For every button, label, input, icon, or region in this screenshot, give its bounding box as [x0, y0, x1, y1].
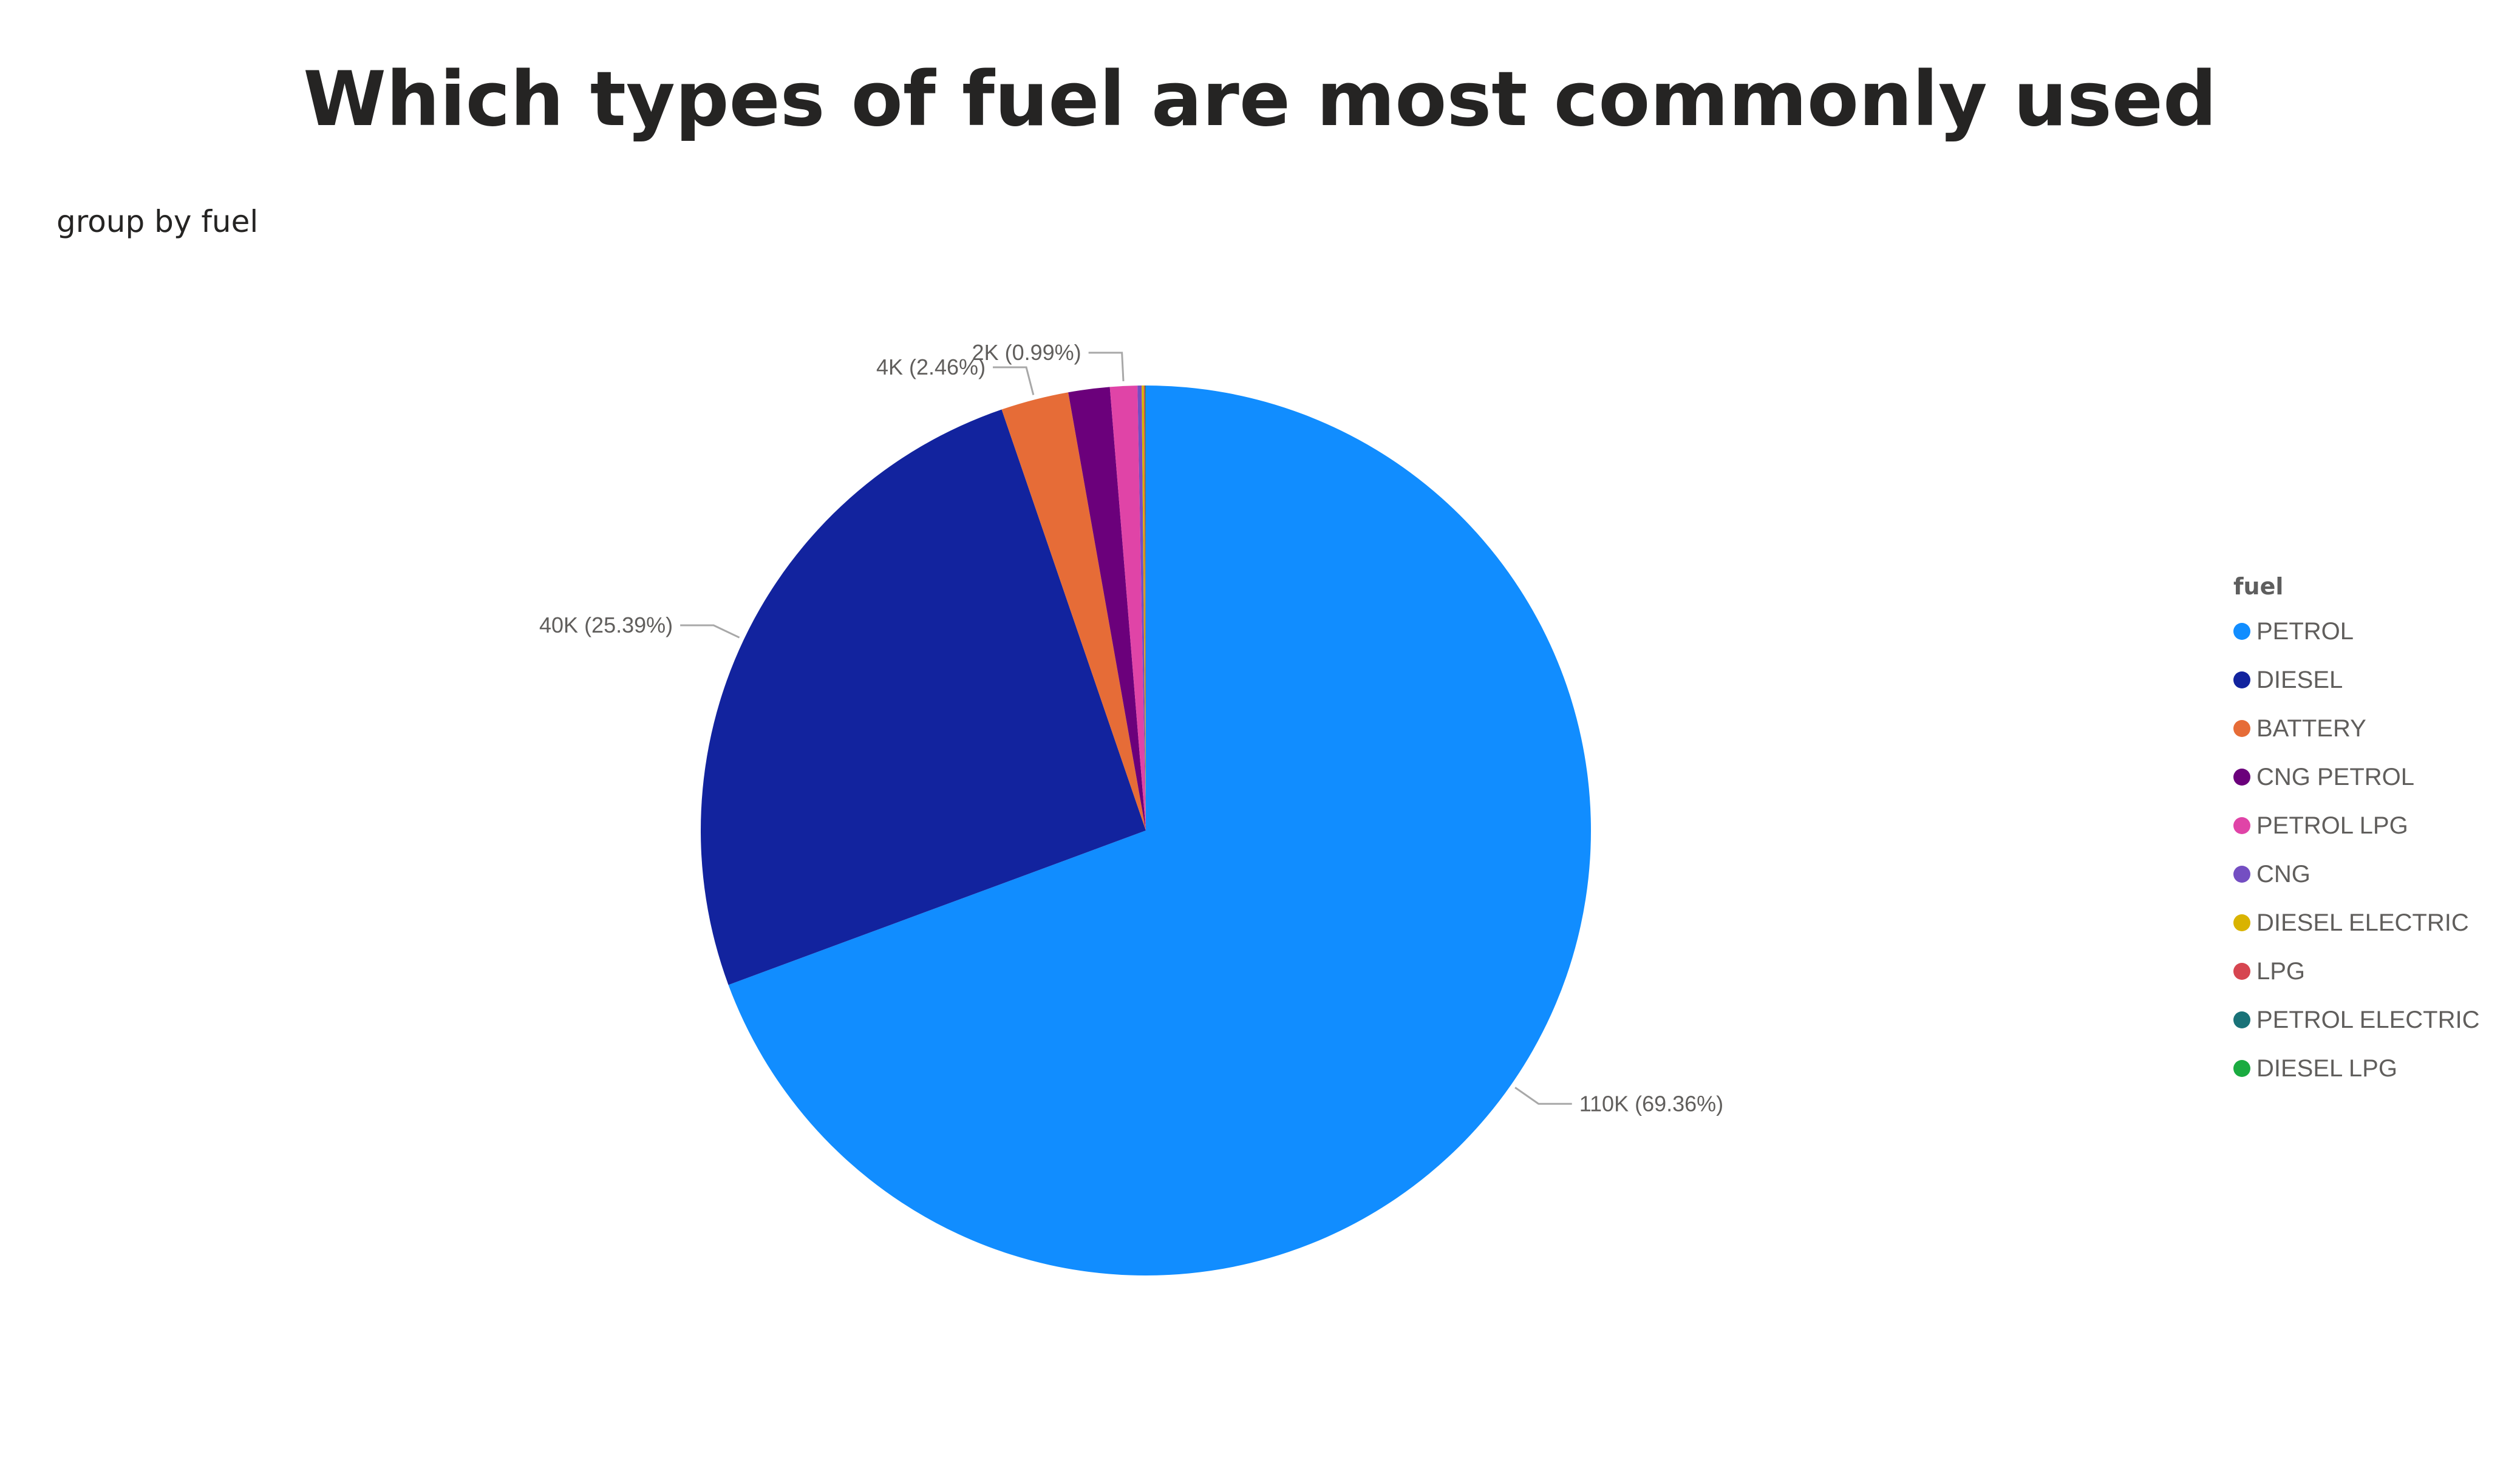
legend-dot-icon — [2233, 963, 2250, 980]
slice-petrol-electric[interactable] — [1145, 385, 1146, 830]
chart-title: Which types of fuel are most commonly us… — [303, 56, 2217, 143]
legend-label: BATTERY — [2256, 715, 2366, 742]
legend-dot-icon — [2233, 769, 2250, 786]
legend-dot-icon — [2233, 1011, 2250, 1028]
slice-battery[interactable] — [1001, 392, 1146, 830]
legend-item-lpg[interactable]: LPG — [2233, 947, 2479, 996]
legend-item-diesel-electric[interactable]: DIESEL ELECTRIC — [2233, 898, 2479, 947]
legend-dot-icon — [2233, 866, 2250, 883]
slice-diesel[interactable] — [701, 409, 1146, 985]
legend-dot-icon — [2233, 623, 2250, 640]
legend: fuel PETROL DIESEL BATTERY CNG PETROL PETROL… — [2233, 573, 2479, 1093]
legend-item-cng[interactable]: CNG — [2233, 850, 2479, 898]
legend-label: PETROL — [2256, 617, 2354, 645]
legend-dot-icon — [2233, 720, 2250, 737]
leader-line-petrol — [1514, 1087, 1572, 1105]
pie-data-labels: 110K (69.36%) 40K (25.39%) 4K (2.46%)2K (0… — [539, 340, 1723, 1116]
legend-label: LPG — [2256, 957, 2306, 985]
slice-cng[interactable] — [1137, 385, 1146, 830]
legend-item-petrol-electric[interactable]: PETROL ELECTRIC — [2233, 996, 2479, 1044]
legend-item-diesel-lpg[interactable]: DIESEL LPG — [2233, 1044, 2479, 1093]
legend-label: PETROL LPG — [2256, 812, 2408, 839]
slice-diesel-electric[interactable] — [1142, 385, 1146, 830]
slice-petrol-lpg[interactable] — [1109, 385, 1146, 830]
chart-subtitle: group by fuel — [56, 204, 259, 239]
data-label-petrol: 110K (69.36%) — [1514, 1087, 1723, 1116]
data-label-text-diesel: 40K (25.39%) — [539, 613, 673, 637]
legend-dot-icon — [2233, 914, 2250, 931]
data-label-text-battery: 4K (2.46%) — [876, 355, 986, 379]
legend-title: fuel — [2233, 573, 2284, 600]
legend-label: DIESEL LPG — [2256, 1055, 2397, 1082]
legend-item-cng-petrol[interactable]: CNG PETROL — [2233, 753, 2479, 801]
legend-dot-icon — [2233, 1060, 2250, 1077]
legend-label: DIESEL ELECTRIC — [2256, 909, 2469, 936]
leader-line-diesel — [680, 624, 740, 639]
pie-slices — [701, 385, 1591, 1275]
data-label-petrol-lpg: 2K (0.99%) — [972, 340, 1125, 381]
leader-line-battery — [993, 366, 1035, 395]
slice-cng-petrol[interactable] — [1068, 387, 1146, 830]
data-label-diesel: 40K (25.39%) — [539, 613, 740, 639]
slice-petrol[interactable] — [728, 385, 1591, 1275]
legend-label: PETROL ELECTRIC — [2256, 1006, 2480, 1033]
legend-item-diesel[interactable]: DIESEL — [2233, 656, 2479, 704]
slice-lpg[interactable] — [1143, 385, 1146, 830]
leader-line-petrol-lpg — [1088, 352, 1125, 381]
data-label-text-petrol-lpg: 2K (0.99%) — [972, 340, 1081, 365]
legend-items: PETROL DIESEL BATTERY CNG PETROL PETROL LPG C… — [2233, 607, 2479, 1093]
legend-item-battery[interactable]: BATTERY — [2233, 704, 2479, 753]
legend-label: DIESEL — [2256, 666, 2343, 693]
data-label-battery: 4K (2.46%) — [876, 355, 1035, 395]
legend-dot-icon — [2233, 817, 2250, 834]
legend-dot-icon — [2233, 671, 2250, 688]
legend-item-petrol-lpg[interactable]: PETROL LPG — [2233, 801, 2479, 850]
legend-label: CNG PETROL — [2256, 763, 2415, 790]
legend-label: CNG — [2256, 860, 2311, 888]
legend-item-petrol[interactable]: PETROL — [2233, 607, 2479, 656]
data-label-text-petrol: 110K (69.36%) — [1579, 1091, 1723, 1116]
